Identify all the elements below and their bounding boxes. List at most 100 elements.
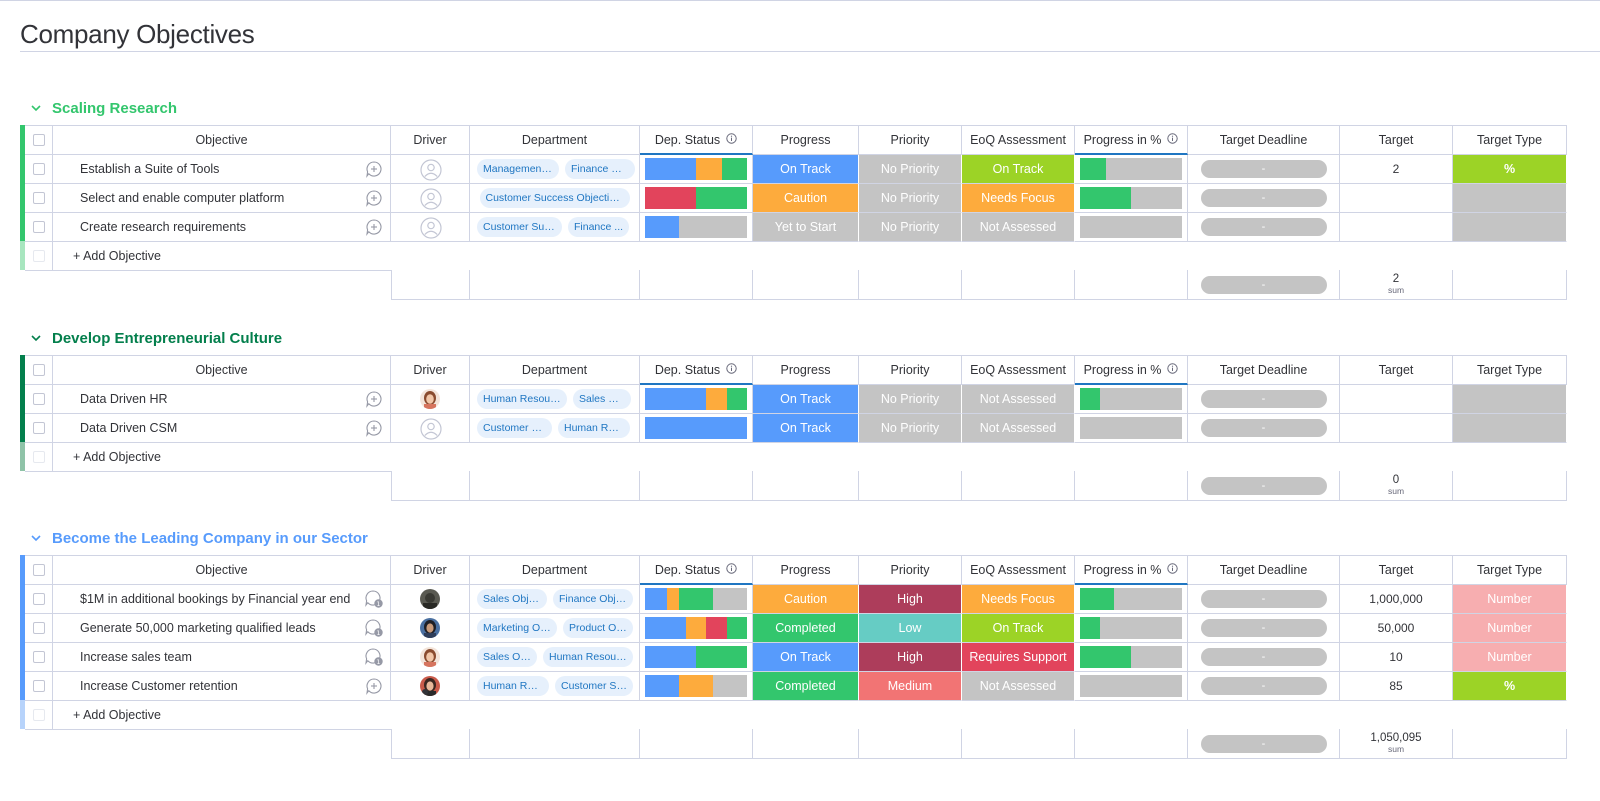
target-deadline[interactable]: - [1188,155,1340,184]
table-row[interactable]: Generate 50,000 marketing qualified lead… [20,614,1600,643]
column-header-dep-status[interactable]: Dep. Status [640,355,753,385]
eoq-status[interactable]: Requires Support [962,643,1075,672]
row-checkbox[interactable] [25,213,53,242]
column-header-priority[interactable]: Priority [859,555,962,585]
objective-name[interactable]: $1M in additional bookings by Financial … [53,585,357,614]
table-row[interactable]: Establish a Suite of Tools Management ..… [20,155,1600,184]
column-header-eoq[interactable]: EoQ Assessment [962,555,1075,585]
row-checkbox[interactable] [25,414,53,443]
row-checkbox[interactable] [25,155,53,184]
target-deadline[interactable]: - [1188,213,1340,242]
progress-status[interactable]: Yet to Start [753,213,859,242]
target-deadline[interactable]: - [1188,672,1340,701]
objective-name[interactable]: Generate 50,000 marketing qualified lead… [53,614,357,643]
add-update-icon[interactable] [357,672,391,701]
objective-name[interactable]: Select and enable computer platform [53,184,357,213]
row-checkbox[interactable] [25,643,53,672]
column-header-priority[interactable]: Priority [859,355,962,385]
eoq-status[interactable]: Not Assessed [962,385,1075,414]
column-header-target-type[interactable]: Target Type [1453,125,1567,155]
target-value[interactable]: 50,000 [1340,614,1453,643]
info-icon[interactable] [1167,132,1179,147]
priority-status[interactable]: Medium [859,672,962,701]
add-objective-button[interactable]: + Add Objective [53,701,391,730]
priority-status[interactable]: Low [859,614,962,643]
table-row[interactable]: Increase sales team 1 Sales Ob... Human R… [20,643,1600,672]
column-header-objective[interactable]: Objective [53,125,391,155]
chevron-down-icon[interactable] [30,332,42,344]
column-header-progress-pct[interactable]: Progress in % [1075,125,1188,155]
department-tag[interactable]: Sales Ob... [573,389,631,409]
chevron-down-icon[interactable] [30,532,42,544]
avatar[interactable] [420,589,440,609]
info-icon[interactable] [726,562,737,577]
target-value[interactable]: 1,000,000 [1340,585,1453,614]
table-row[interactable]: Select and enable computer platform Cust… [20,184,1600,213]
department-tag[interactable]: Finance Ob... [565,159,635,179]
info-icon[interactable] [1167,362,1179,377]
target-type[interactable] [1453,414,1567,443]
driver-cell[interactable] [391,614,470,643]
target-deadline[interactable]: - [1188,184,1340,213]
add-update-icon[interactable] [357,385,391,414]
progress-status[interactable]: Caution [753,184,859,213]
update-count-icon[interactable]: 1 [357,643,391,672]
objective-name[interactable]: Data Driven HR [53,385,357,414]
progress-status[interactable]: Caution [753,585,859,614]
column-header-eoq[interactable]: EoQ Assessment [962,355,1075,385]
priority-status[interactable]: No Priority [859,385,962,414]
row-checkbox[interactable] [25,585,53,614]
table-row[interactable]: Data Driven HR Human Resource... Sales Ob… [20,385,1600,414]
add-update-icon[interactable] [357,414,391,443]
eoq-status[interactable]: Needs Focus [962,184,1075,213]
department-tag[interactable]: Human Resource... [477,389,567,409]
column-header-target-deadline[interactable]: Target Deadline [1188,555,1340,585]
column-header-driver[interactable]: Driver [391,355,470,385]
add-update-icon[interactable] [357,213,391,242]
row-checkbox[interactable] [25,614,53,643]
priority-status[interactable]: No Priority [859,213,962,242]
select-all-checkbox[interactable] [25,555,53,585]
priority-status[interactable]: High [859,643,962,672]
objective-name[interactable]: Create research requirements [53,213,357,242]
column-header-objective[interactable]: Objective [53,555,391,585]
table-row[interactable]: Increase Customer retention Human Reso..… [20,672,1600,701]
column-header-dep-status[interactable]: Dep. Status [640,125,753,155]
column-header-driver[interactable]: Driver [391,125,470,155]
driver-cell[interactable] [391,643,470,672]
info-icon[interactable] [1167,562,1179,577]
priority-status[interactable]: High [859,585,962,614]
department-tag[interactable]: Customer Succe... [477,217,562,237]
avatar[interactable] [420,389,440,409]
column-header-department[interactable]: Department [470,555,640,585]
select-all-checkbox[interactable] [25,355,53,385]
target-value[interactable] [1340,184,1453,213]
department-cell[interactable]: Management ... Finance Ob... [470,155,640,184]
target-value[interactable]: 85 [1340,672,1453,701]
eoq-status[interactable]: Not Assessed [962,672,1075,701]
column-header-objective[interactable]: Objective [53,355,391,385]
department-cell[interactable]: Customer Succe... Finance ... [470,213,640,242]
column-header-dep-status[interactable]: Dep. Status [640,555,753,585]
avatar[interactable] [420,647,440,667]
department-tag[interactable]: Management ... [477,159,559,179]
group-header[interactable]: Develop Entrepreneurial Culture [30,326,282,350]
target-type[interactable]: Number [1453,614,1567,643]
target-value[interactable]: 10 [1340,643,1453,672]
department-tag[interactable]: Sales Ob... [477,647,537,667]
target-value[interactable] [1340,385,1453,414]
target-type[interactable]: Number [1453,643,1567,672]
row-checkbox[interactable] [25,672,53,701]
target-type[interactable] [1453,213,1567,242]
target-deadline[interactable]: - [1188,643,1340,672]
column-header-target[interactable]: Target [1340,355,1453,385]
progress-status[interactable]: Completed [753,614,859,643]
group-title[interactable]: Become the Leading Company in our Sector [52,529,368,547]
add-objective-button[interactable]: + Add Objective [53,242,391,271]
department-tag[interactable]: Sales Objec... [477,589,547,609]
group-header[interactable]: Scaling Research [30,96,177,120]
target-deadline[interactable]: - [1188,585,1340,614]
priority-status[interactable]: No Priority [859,414,962,443]
column-header-target[interactable]: Target [1340,125,1453,155]
chevron-down-icon[interactable] [30,102,42,114]
